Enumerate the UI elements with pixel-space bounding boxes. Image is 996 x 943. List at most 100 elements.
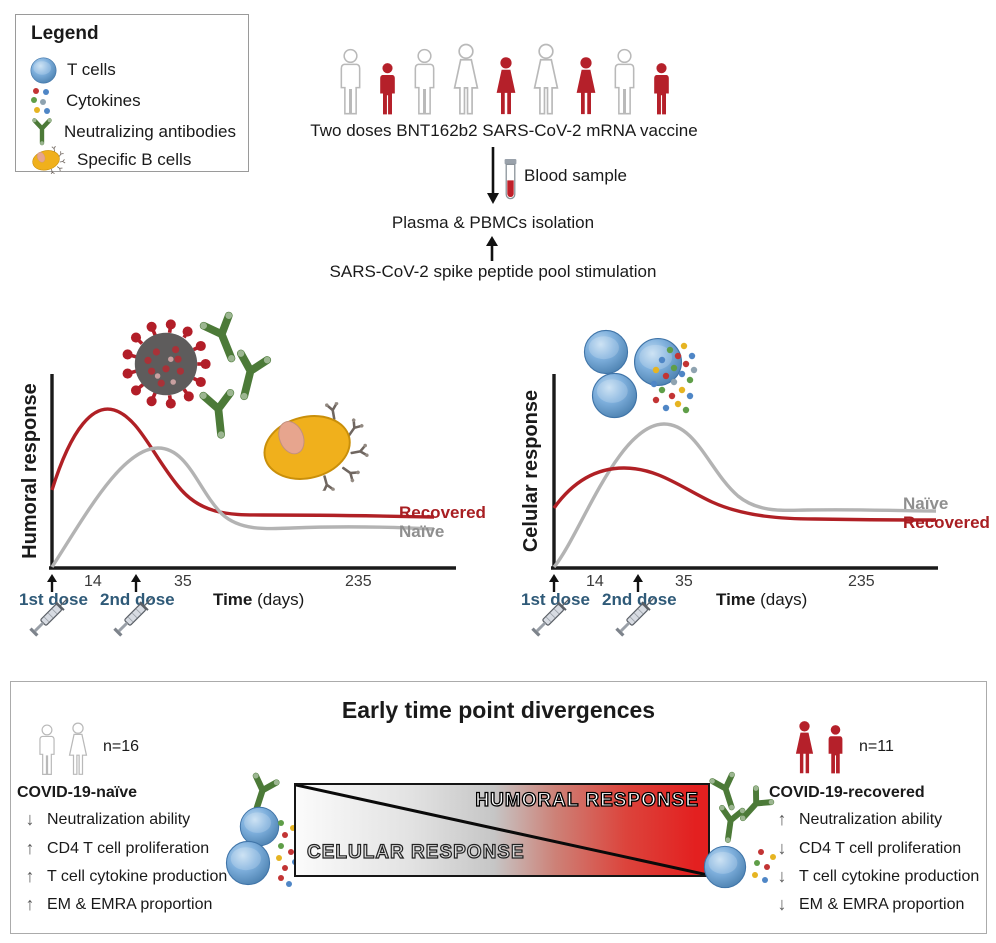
humoral-recovered-label: Recovered [399,503,486,522]
person-female-icon [791,720,818,775]
x-tick-14: 14 [586,573,604,590]
legend-item-antibodies: Neutralizing antibodies [30,117,236,147]
trend-arrow: ↓ [777,838,787,858]
legend-item-label: Cytokines [66,91,141,110]
bottom-title: Early time point divergences [341,697,656,723]
cellular-chart [551,374,938,570]
trend-arrow: ↑ [25,866,35,886]
b-cell-icon [30,146,67,174]
legend-item-label: Specific B cells [77,150,192,169]
cohort-caption: Two doses BNT162b2 SARS-CoV-2 mRNA vacci… [310,121,698,140]
x-tick-235: 235 [848,573,875,590]
t-cell-icon [30,57,57,84]
x-tick-14: 14 [84,573,102,590]
person-male-icon [649,62,674,116]
t-cell-icon [591,372,638,419]
recovered-heading: COVID-19-recovered [769,784,925,801]
person-male-icon [823,724,848,775]
x-tick-35: 35 [675,573,693,590]
humoral-response-label: HUMORAL RESPONSE [475,789,699,811]
person-male-icon [35,724,59,776]
t-cell-icon [583,329,629,375]
legend-item-label: Neutralizing antibodies [64,122,236,141]
list-item: Neutralization ability [47,811,191,828]
antibody-icon [196,388,243,442]
person-male-icon [409,48,440,116]
x-tick-35: 35 [174,573,192,590]
dose1-label: 1st dose [521,590,590,609]
list-item: CD4 T cell proliferation [799,840,962,857]
cellular-naive-label: Naïve [903,494,949,513]
list-item: Neutralization ability [799,811,943,828]
recovered-n-label: n=11 [859,738,894,755]
trend-arrow: ↑ [777,809,787,829]
blood-sample-label: Blood sample [524,166,628,185]
time-word: Time [213,590,253,609]
stimulation-label: SARS-CoV-2 spike peptide pool stimulatio… [329,262,657,281]
t-cell-icon [225,840,271,886]
person-female-icon [572,56,600,116]
recovered-curve [552,466,937,522]
humoral-naive-label: Naïve [399,522,445,541]
list-item: CD4 T cell proliferation [47,840,210,857]
legend-box: Legend T cells Cytokines Neutralizing an… [15,14,249,172]
trend-arrow: ↓ [777,894,787,914]
arrow-down-icon [487,147,499,204]
response-gradient-box: HUMORAL RESPONSE CELULAR RESPONSE [294,783,710,877]
trend-arrow: ↑ [25,838,35,858]
person-female-icon [492,56,520,116]
list-item: EM & EMRA proportion [47,896,213,913]
time-units: (days) [755,590,808,609]
diagonal-divider [296,785,708,875]
isolation-label: Plasma & PBMCs isolation [391,213,595,232]
person-female-icon [65,722,91,776]
legend-item-label: T cells [67,60,116,79]
legend-item-cytokines: Cytokines [30,86,141,116]
time-axis-label: Time (days) [213,590,304,610]
cytokines-icon [31,87,50,114]
time-units: (days) [252,590,305,609]
blood-tube-icon [503,159,518,204]
dose2-arrow-icon [131,574,141,592]
t-cell-icon [703,845,747,889]
cohort-people-row [292,44,716,116]
cytokines-icon [650,342,698,414]
legend-item-t-cells: T cells [30,55,116,85]
bottom-panel: Early time point divergences n=16 COVID-… [10,681,987,934]
list-item: T cell cytokine production [47,868,228,885]
naive-curve [552,422,937,569]
dose1-label: 1st dose [19,590,88,609]
person-female-icon [529,43,563,116]
time-word: Time [716,590,756,609]
humoral-chart [49,374,456,570]
legend-title: Legend [31,23,99,44]
antibody-icon [712,804,749,846]
list-item: T cell cytokine production [799,868,980,885]
trend-arrow: ↑ [25,894,35,914]
naive-curve [50,446,435,568]
b-cell-icon [256,402,374,491]
time-axis-label: Time (days) [716,590,807,610]
person-male-icon [609,48,640,116]
x-tick-235: 235 [345,573,372,590]
person-female-icon [449,43,483,116]
trend-arrow: ↓ [777,866,787,886]
person-male-icon [335,48,366,116]
celular-response-label: CELULAR RESPONSE [306,841,525,863]
dose2-arrow-icon [633,574,643,592]
trend-arrow: ↓ [25,809,35,829]
cellular-recovered-label: Recovered [903,513,990,532]
dose1-arrow-icon [549,574,559,592]
arrow-up-icon [486,236,498,261]
legend-item-b-cells: Specific B cells [30,145,191,175]
antibody-icon [30,118,54,146]
cytokines-icon [752,849,776,883]
naive-heading: COVID-19-naïve [17,784,138,801]
dose1-arrow-icon [47,574,57,592]
list-item: EM & EMRA proportion [799,896,965,913]
naive-n-label: n=16 [103,738,140,755]
dose2-label: 2nd dose [602,590,677,609]
person-male-icon [375,62,400,116]
recovered-curve [50,407,435,519]
